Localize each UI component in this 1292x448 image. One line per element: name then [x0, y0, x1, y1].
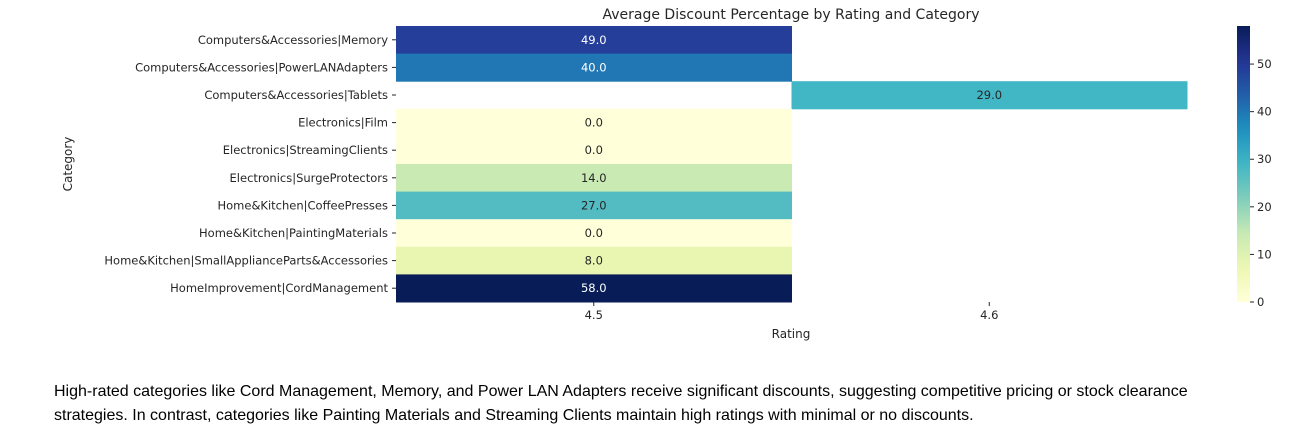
colorbar — [1237, 26, 1250, 302]
y-tick-label: Electronics|Film — [298, 116, 388, 130]
cell-value-label: 8.0 — [585, 254, 603, 268]
y-tick-label: Home&Kitchen|CoffeePresses — [218, 198, 389, 212]
x-tick-label: 4.5 — [585, 308, 603, 322]
colorbar-tick-label: 40 — [1257, 105, 1272, 119]
colorbar-tick-label: 20 — [1257, 200, 1272, 214]
y-tick-label: Home&Kitchen|SmallApplianceParts&Accesso… — [104, 254, 388, 268]
colorbar-ticks: 0 10 20 30 40 50 — [1250, 57, 1272, 309]
heatmap-cell — [396, 136, 792, 165]
cell-value-label: 58.0 — [581, 281, 607, 295]
cell-value-label: 14.0 — [581, 171, 607, 185]
colorbar-tick-label: 30 — [1257, 152, 1272, 166]
colorbar-tick-label: 50 — [1257, 57, 1272, 71]
y-tick-label: Home&Kitchen|PaintingMaterials — [199, 226, 388, 240]
cell-value-label: 49.0 — [581, 33, 607, 47]
colorbar-tick-label: 10 — [1257, 247, 1272, 261]
y-tick-label: Computers&Accessories|Tablets — [204, 88, 388, 102]
y-tick-label: Computers&Accessories|PowerLANAdapters — [135, 60, 388, 74]
chart-title: Average Discount Percentage by Rating an… — [602, 7, 979, 23]
cell-value-label: 27.0 — [581, 198, 607, 212]
y-tick-labels: Computers&Accessories|Memory Computers&Ac… — [104, 33, 396, 295]
cell-value-label: 40.0 — [581, 60, 607, 74]
heatmap-cell — [396, 53, 792, 82]
x-axis-label: Rating — [772, 327, 811, 341]
y-tick-label: Electronics|SurgeProtectors — [230, 171, 388, 185]
heatmap-cell — [396, 26, 792, 55]
heatmap-cells: 49.0 40.0 29.0 0.0 0.0 14.0 27.0 0.0 8.0 58.0 — [396, 26, 1188, 303]
insight-caption: High-rated categories like Cord Manageme… — [54, 383, 1188, 424]
cell-value-label: 0.0 — [585, 143, 603, 157]
y-tick-label: Electronics|StreamingClients — [223, 143, 388, 157]
x-tick-labels: 4.5 4.6 — [585, 302, 998, 322]
heatmap-cell — [791, 81, 1188, 110]
x-tick-label: 4.6 — [980, 308, 998, 322]
heatmap-cell — [396, 164, 792, 193]
cell-value-label: 0.0 — [585, 226, 603, 240]
y-axis-label: Category — [61, 137, 75, 192]
heatmap-cell — [396, 191, 792, 220]
heatmap-chart: Average Discount Percentage by Rating an… — [61, 7, 1272, 341]
heatmap-cell — [396, 108, 792, 137]
y-tick-label: Computers&Accessories|Memory — [198, 33, 388, 47]
heatmap-cell — [396, 219, 792, 248]
colorbar-tick-label: 0 — [1257, 295, 1264, 309]
cell-value-label: 29.0 — [976, 88, 1002, 102]
cell-value-label: 0.0 — [585, 116, 603, 130]
heatmap-cell — [396, 246, 792, 275]
heatmap-cell — [396, 274, 792, 303]
y-tick-label: HomeImprovement|CordManagement — [170, 281, 388, 295]
